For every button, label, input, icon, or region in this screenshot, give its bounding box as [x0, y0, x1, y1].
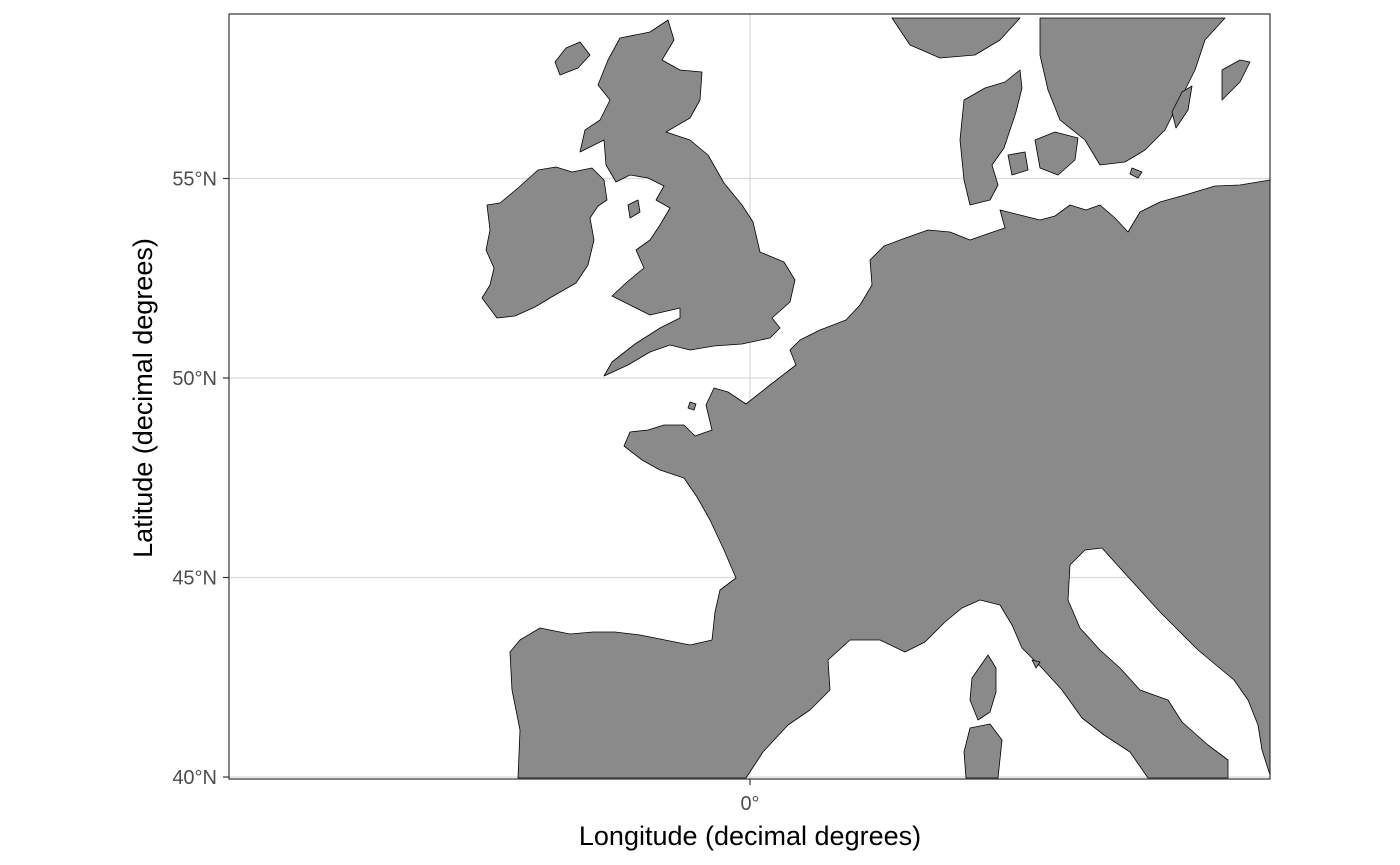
land-gotland — [1171, 85, 1193, 129]
x-axis-tick-labels: 0° — [740, 793, 759, 815]
y-tick-label: 55°N — [172, 169, 217, 191]
land-danish-islands — [1034, 131, 1079, 176]
land-elba — [1031, 659, 1041, 669]
y-axis-title: Latitude (decimal degrees) — [128, 238, 158, 558]
land-denmark — [959, 69, 1023, 206]
land-channel-islands — [687, 401, 697, 411]
land-corsica — [969, 654, 997, 721]
land-bornholm — [1129, 167, 1143, 179]
x-tick-label: 0° — [740, 793, 759, 815]
land-scandinavia — [891, 17, 1021, 59]
axis-ticks — [223, 177, 751, 785]
land-masses — [481, 17, 1271, 779]
land-sardinia — [963, 723, 1003, 779]
x-axis-title: Longitude (decimal degrees) — [579, 821, 921, 851]
land-ireland — [481, 166, 608, 319]
land-isle-of-man — [627, 199, 641, 219]
y-tick-label: 40°N — [172, 767, 217, 789]
y-axis-tick-labels: 40°N 45°N 50°N 55°N — [172, 169, 217, 790]
land-sweden — [1039, 17, 1226, 166]
land-oland — [1221, 59, 1251, 101]
land-fyn — [1007, 151, 1029, 176]
map-panel — [223, 13, 1271, 785]
land-continental-europe — [509, 179, 1271, 779]
y-tick-label: 45°N — [172, 568, 217, 590]
land-great-britain — [579, 19, 796, 377]
land-hebrides — [554, 41, 591, 76]
panel-border — [228, 13, 1271, 780]
y-tick-label: 50°N — [172, 368, 217, 390]
